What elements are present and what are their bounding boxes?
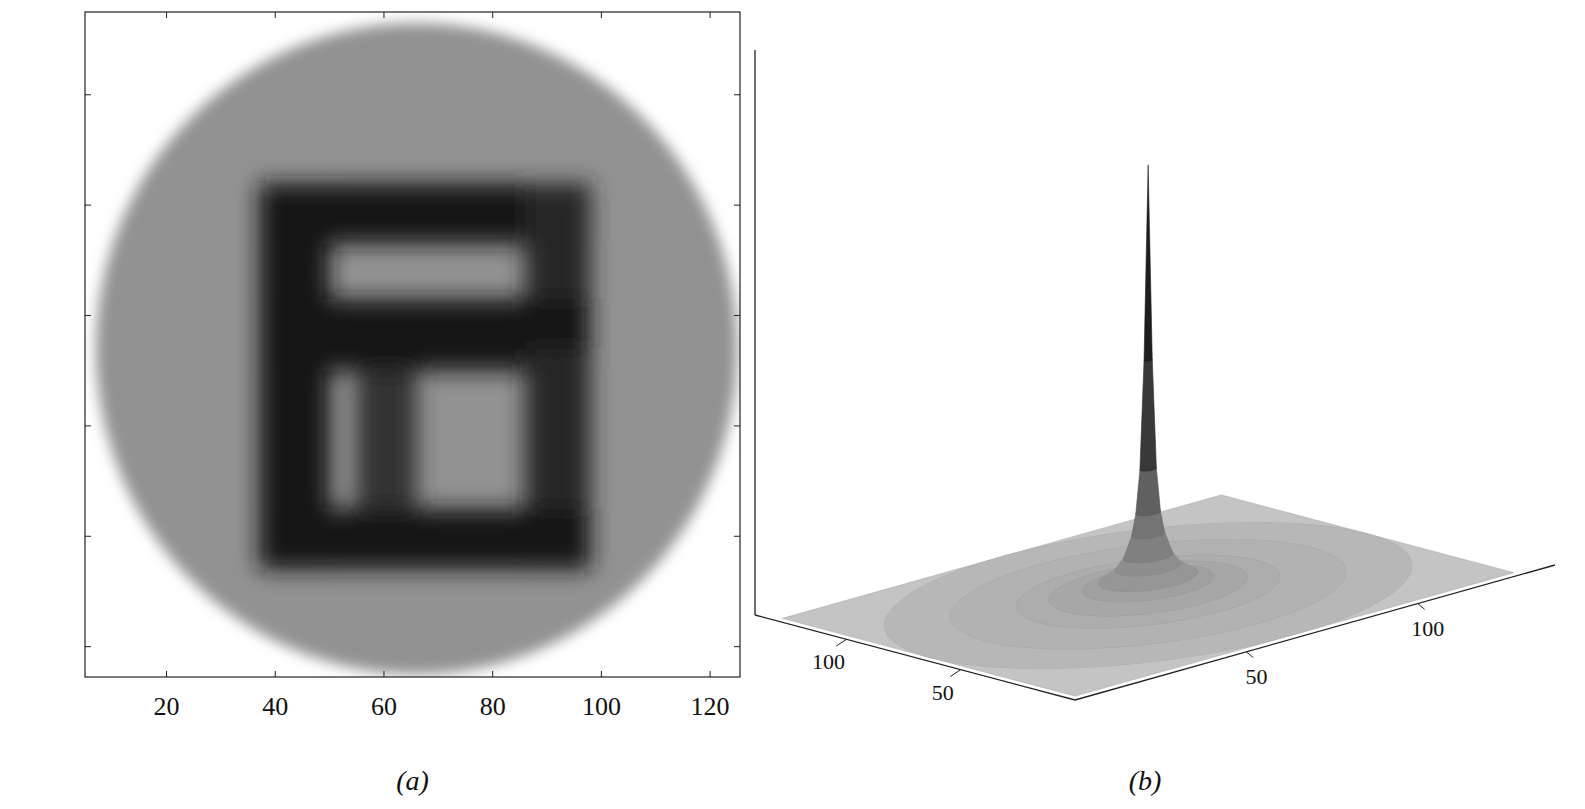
x-tick [492, 671, 493, 677]
x-tick [601, 671, 602, 677]
x-tick-label: 80 [480, 692, 506, 721]
x-tick [383, 671, 384, 677]
y-tick-right [734, 315, 740, 316]
y-tick-right [734, 94, 740, 95]
x-tick-label: 20 [154, 692, 180, 721]
y-tick [1418, 604, 1425, 610]
y-tick [85, 536, 91, 537]
y-tick [85, 315, 91, 316]
x-tick [275, 671, 276, 677]
y-tick-label: 50 [1245, 664, 1267, 689]
surface [782, 165, 1513, 696]
image-marks [96, 23, 737, 674]
x-tick-label: 120 [691, 692, 730, 721]
blocks [259, 183, 591, 569]
figure: 20 40 60 80 100 120 (a) 50 100 50 100 (b) [0, 0, 1585, 809]
x-tick-top [710, 12, 711, 18]
x-tick-top [601, 12, 602, 18]
x-tick-label: 60 [371, 692, 397, 721]
x-tick [166, 671, 167, 677]
z-axis [754, 50, 755, 615]
x-tick-top [166, 12, 167, 18]
x-tick-label: 100 [812, 649, 845, 674]
x-tick-label: 50 [932, 680, 954, 705]
surface-band [1136, 467, 1161, 516]
y-tick-right [734, 646, 740, 647]
surface-band [1140, 359, 1156, 471]
x-tick-top [492, 12, 493, 18]
x-tick [710, 671, 711, 677]
x-tick-label: 100 [582, 692, 621, 721]
y-tick [85, 205, 91, 206]
y-tick [85, 646, 91, 647]
y-tick [85, 425, 91, 426]
panel-b: 50 100 50 100 (b) [755, 50, 1555, 796]
disc [96, 23, 737, 674]
y-tick-right [734, 536, 740, 537]
x-tick [836, 639, 846, 646]
surface-band [885, 523, 1412, 669]
y-tick-right [734, 425, 740, 426]
panel-label: (b) [1129, 765, 1162, 796]
panel-label: (a) [396, 765, 429, 796]
surface-band [885, 523, 1412, 669]
x-tick-top [383, 12, 384, 18]
y-tick [85, 94, 91, 95]
block [357, 371, 417, 509]
panel-a: 20 40 60 80 100 120 (a) [85, 12, 740, 796]
surface-domain [782, 495, 1513, 696]
x-tick [950, 670, 960, 677]
y-tick-label: 100 [1411, 616, 1444, 641]
frame [85, 12, 740, 677]
plot-background [85, 12, 740, 677]
y-tick-right [734, 205, 740, 206]
block [259, 509, 591, 570]
x-tick-label: 40 [262, 692, 288, 721]
x-tick-top [275, 12, 276, 18]
surface-band [1144, 165, 1152, 362]
y-tick [1246, 652, 1253, 658]
